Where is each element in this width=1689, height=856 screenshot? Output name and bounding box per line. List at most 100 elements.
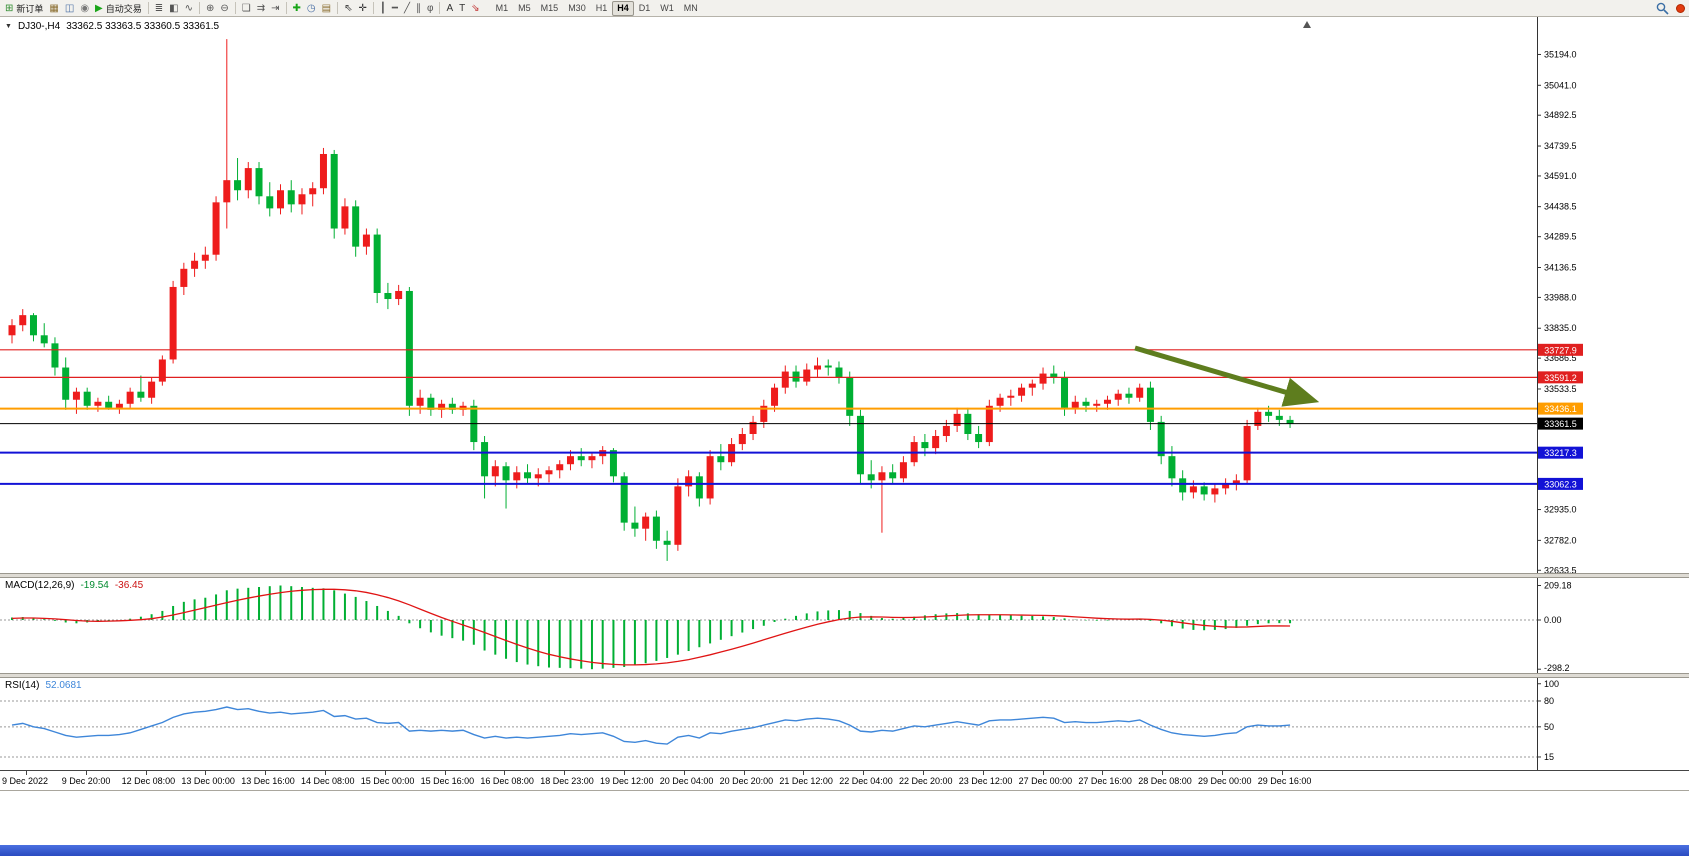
timeframe-h4-button[interactable]: H4 bbox=[612, 0, 634, 16]
tile-windows-button[interactable]: ❏ bbox=[239, 1, 254, 16]
desktop-gap bbox=[0, 790, 1689, 845]
search-icon[interactable] bbox=[1656, 2, 1669, 15]
candle-body bbox=[771, 387, 779, 406]
rsi-pane[interactable]: 100 80 50 15 bbox=[0, 678, 1689, 770]
price-badge-label: 33436.1 bbox=[1544, 404, 1577, 414]
cursor-button[interactable]: ⇖ bbox=[341, 1, 355, 16]
time-axis-tick bbox=[683, 771, 685, 775]
timeframe-m30-button[interactable]: M30 bbox=[568, 2, 586, 13]
candle-body bbox=[491, 466, 499, 477]
toolbar-button-group: ⊞ 新订单 ▦ ◫ ◉ ▶ 自动交易 ≣ ◧ ∿ ⊕ ⊖ ❏ ⇉ ⇥ ✚ ◷ ▤ ⇖ ✛ ┃ ━ ╱ ∥ φ A T ⇘ bbox=[2, 1, 483, 16]
zoom-out-button[interactable]: ⊖ bbox=[217, 1, 231, 16]
candle-body bbox=[319, 153, 327, 189]
candle-body bbox=[94, 401, 102, 406]
text-button[interactable]: A bbox=[443, 1, 456, 16]
timeframe-w1-button[interactable]: W1 bbox=[660, 2, 674, 13]
chart-shift-marker-icon[interactable] bbox=[1303, 21, 1311, 28]
timeframe-h1-button[interactable]: H1 bbox=[595, 2, 608, 13]
chart-line-button[interactable]: ∿ bbox=[182, 1, 196, 16]
autotrading-button[interactable]: ▶ 自动交易 bbox=[92, 1, 145, 16]
timeframe-m1-button[interactable]: M1 bbox=[495, 2, 509, 13]
time-axis-tick bbox=[743, 771, 745, 775]
pane-separator[interactable] bbox=[0, 573, 1689, 578]
profiles-icon: ◫ bbox=[64, 2, 75, 14]
horizontal-line-button[interactable]: ━ bbox=[389, 1, 401, 16]
candle-body bbox=[180, 268, 188, 287]
notification-badge-icon[interactable] bbox=[1676, 4, 1685, 13]
trendline-button[interactable]: ╱ bbox=[401, 1, 413, 16]
candle-body bbox=[814, 365, 821, 370]
fibonacci-button[interactable]: φ bbox=[424, 1, 436, 16]
time-axis-label: 23 Dec 12:00 bbox=[958, 776, 1013, 786]
timeframe-m15-button[interactable]: M15 bbox=[540, 2, 559, 13]
time-axis-label: 22 Dec 20:00 bbox=[899, 776, 953, 786]
price-badge-label: 33727.9 bbox=[1544, 345, 1577, 355]
vertical-line-icon: ┃ bbox=[379, 2, 386, 14]
chart-bars-icon: ≣ bbox=[154, 2, 164, 14]
candle-body bbox=[1168, 456, 1176, 479]
candle-body bbox=[1265, 411, 1273, 416]
time-axis-tick bbox=[1162, 771, 1164, 775]
candle-body bbox=[1211, 488, 1219, 495]
price-axis-label: 32782.0 bbox=[1544, 535, 1577, 545]
candle-body bbox=[126, 391, 134, 404]
chart-candles-button[interactable]: ◧ bbox=[166, 1, 181, 16]
price-axis-label: 34289.5 bbox=[1544, 232, 1577, 242]
candle-body bbox=[717, 456, 725, 463]
periods-button[interactable]: ◷ bbox=[304, 1, 319, 16]
candle-body bbox=[792, 371, 800, 382]
time-axis-label: 19 Dec 12:00 bbox=[600, 776, 654, 786]
candle-body bbox=[889, 472, 897, 479]
charts-icon: ▦ bbox=[49, 2, 59, 14]
crosshair-button[interactable]: ✛ bbox=[356, 1, 370, 16]
time-axis[interactable]: 9 Dec 2022 9 Dec 20:00 12 Dec 08:00 13 Dec … bbox=[0, 770, 1689, 790]
time-axis-tick bbox=[1042, 771, 1044, 775]
candle-body bbox=[277, 190, 284, 209]
chart-shift-button[interactable]: ⇥ bbox=[268, 1, 282, 16]
time-axis-tick bbox=[325, 771, 326, 775]
time-axis-label: 15 Dec 16:00 bbox=[420, 776, 475, 786]
timeframe-m5-button[interactable]: M5 bbox=[518, 2, 531, 13]
main-chart-pane[interactable]: 35194.0 35041.0 34892.5 34739.5 34591.0 34438… bbox=[0, 17, 1689, 573]
timeframe-d1-button[interactable]: D1 bbox=[638, 2, 651, 13]
vertical-line-button[interactable]: ┃ bbox=[377, 1, 389, 16]
candle-body bbox=[1114, 393, 1122, 400]
pane-separator[interactable] bbox=[0, 673, 1689, 678]
candle-body bbox=[1007, 395, 1015, 398]
collapse-toggle-icon[interactable]: ▼ bbox=[5, 23, 12, 30]
candle-body bbox=[1028, 383, 1036, 388]
new-order-label: 新订单 bbox=[16, 3, 44, 14]
timeframe-mn-button[interactable]: MN bbox=[683, 2, 698, 13]
candle-body bbox=[352, 206, 360, 247]
macd-pane[interactable]: 209.18 0.00 -298.2 bbox=[0, 578, 1689, 673]
candle-body bbox=[29, 315, 37, 336]
candle-body bbox=[309, 188, 317, 195]
text-label-button[interactable]: T bbox=[456, 1, 468, 16]
candle-body bbox=[642, 516, 650, 529]
new-order-button[interactable]: ⊞ 新订单 bbox=[2, 1, 46, 16]
toolbar-separator bbox=[285, 2, 287, 14]
indicators-icon: ✚ bbox=[292, 2, 301, 14]
arrows-button[interactable]: ⇘ bbox=[468, 1, 482, 16]
crosshair-icon: ✛ bbox=[358, 2, 367, 14]
time-axis-label: 13 Dec 00:00 bbox=[181, 776, 235, 786]
alerts-button[interactable]: ◉ bbox=[77, 1, 92, 16]
indicators-button[interactable]: ✚ bbox=[290, 1, 304, 16]
chart-bars-button[interactable]: ≣ bbox=[152, 1, 166, 16]
channel-button[interactable]: ∥ bbox=[413, 1, 424, 16]
profiles-button[interactable]: ◫ bbox=[62, 1, 77, 16]
time-axis-tick bbox=[504, 771, 506, 775]
templates-button[interactable]: ▤ bbox=[319, 1, 334, 16]
candle-body bbox=[1136, 387, 1144, 398]
trend-arrow-annotation[interactable] bbox=[1134, 345, 1320, 407]
auto-scroll-button[interactable]: ⇉ bbox=[254, 1, 268, 16]
cursor-icon: ⇖ bbox=[344, 2, 353, 14]
time-axis-label: 18 Dec 23:00 bbox=[540, 776, 594, 786]
zoom-in-button[interactable]: ⊕ bbox=[203, 1, 217, 16]
candle-body bbox=[234, 180, 242, 191]
candle-body bbox=[695, 476, 703, 499]
candle-body bbox=[384, 292, 392, 300]
toolbar-right-group bbox=[1656, 2, 1685, 15]
charts-button[interactable]: ▦ bbox=[46, 1, 61, 16]
candle-body bbox=[502, 466, 510, 481]
